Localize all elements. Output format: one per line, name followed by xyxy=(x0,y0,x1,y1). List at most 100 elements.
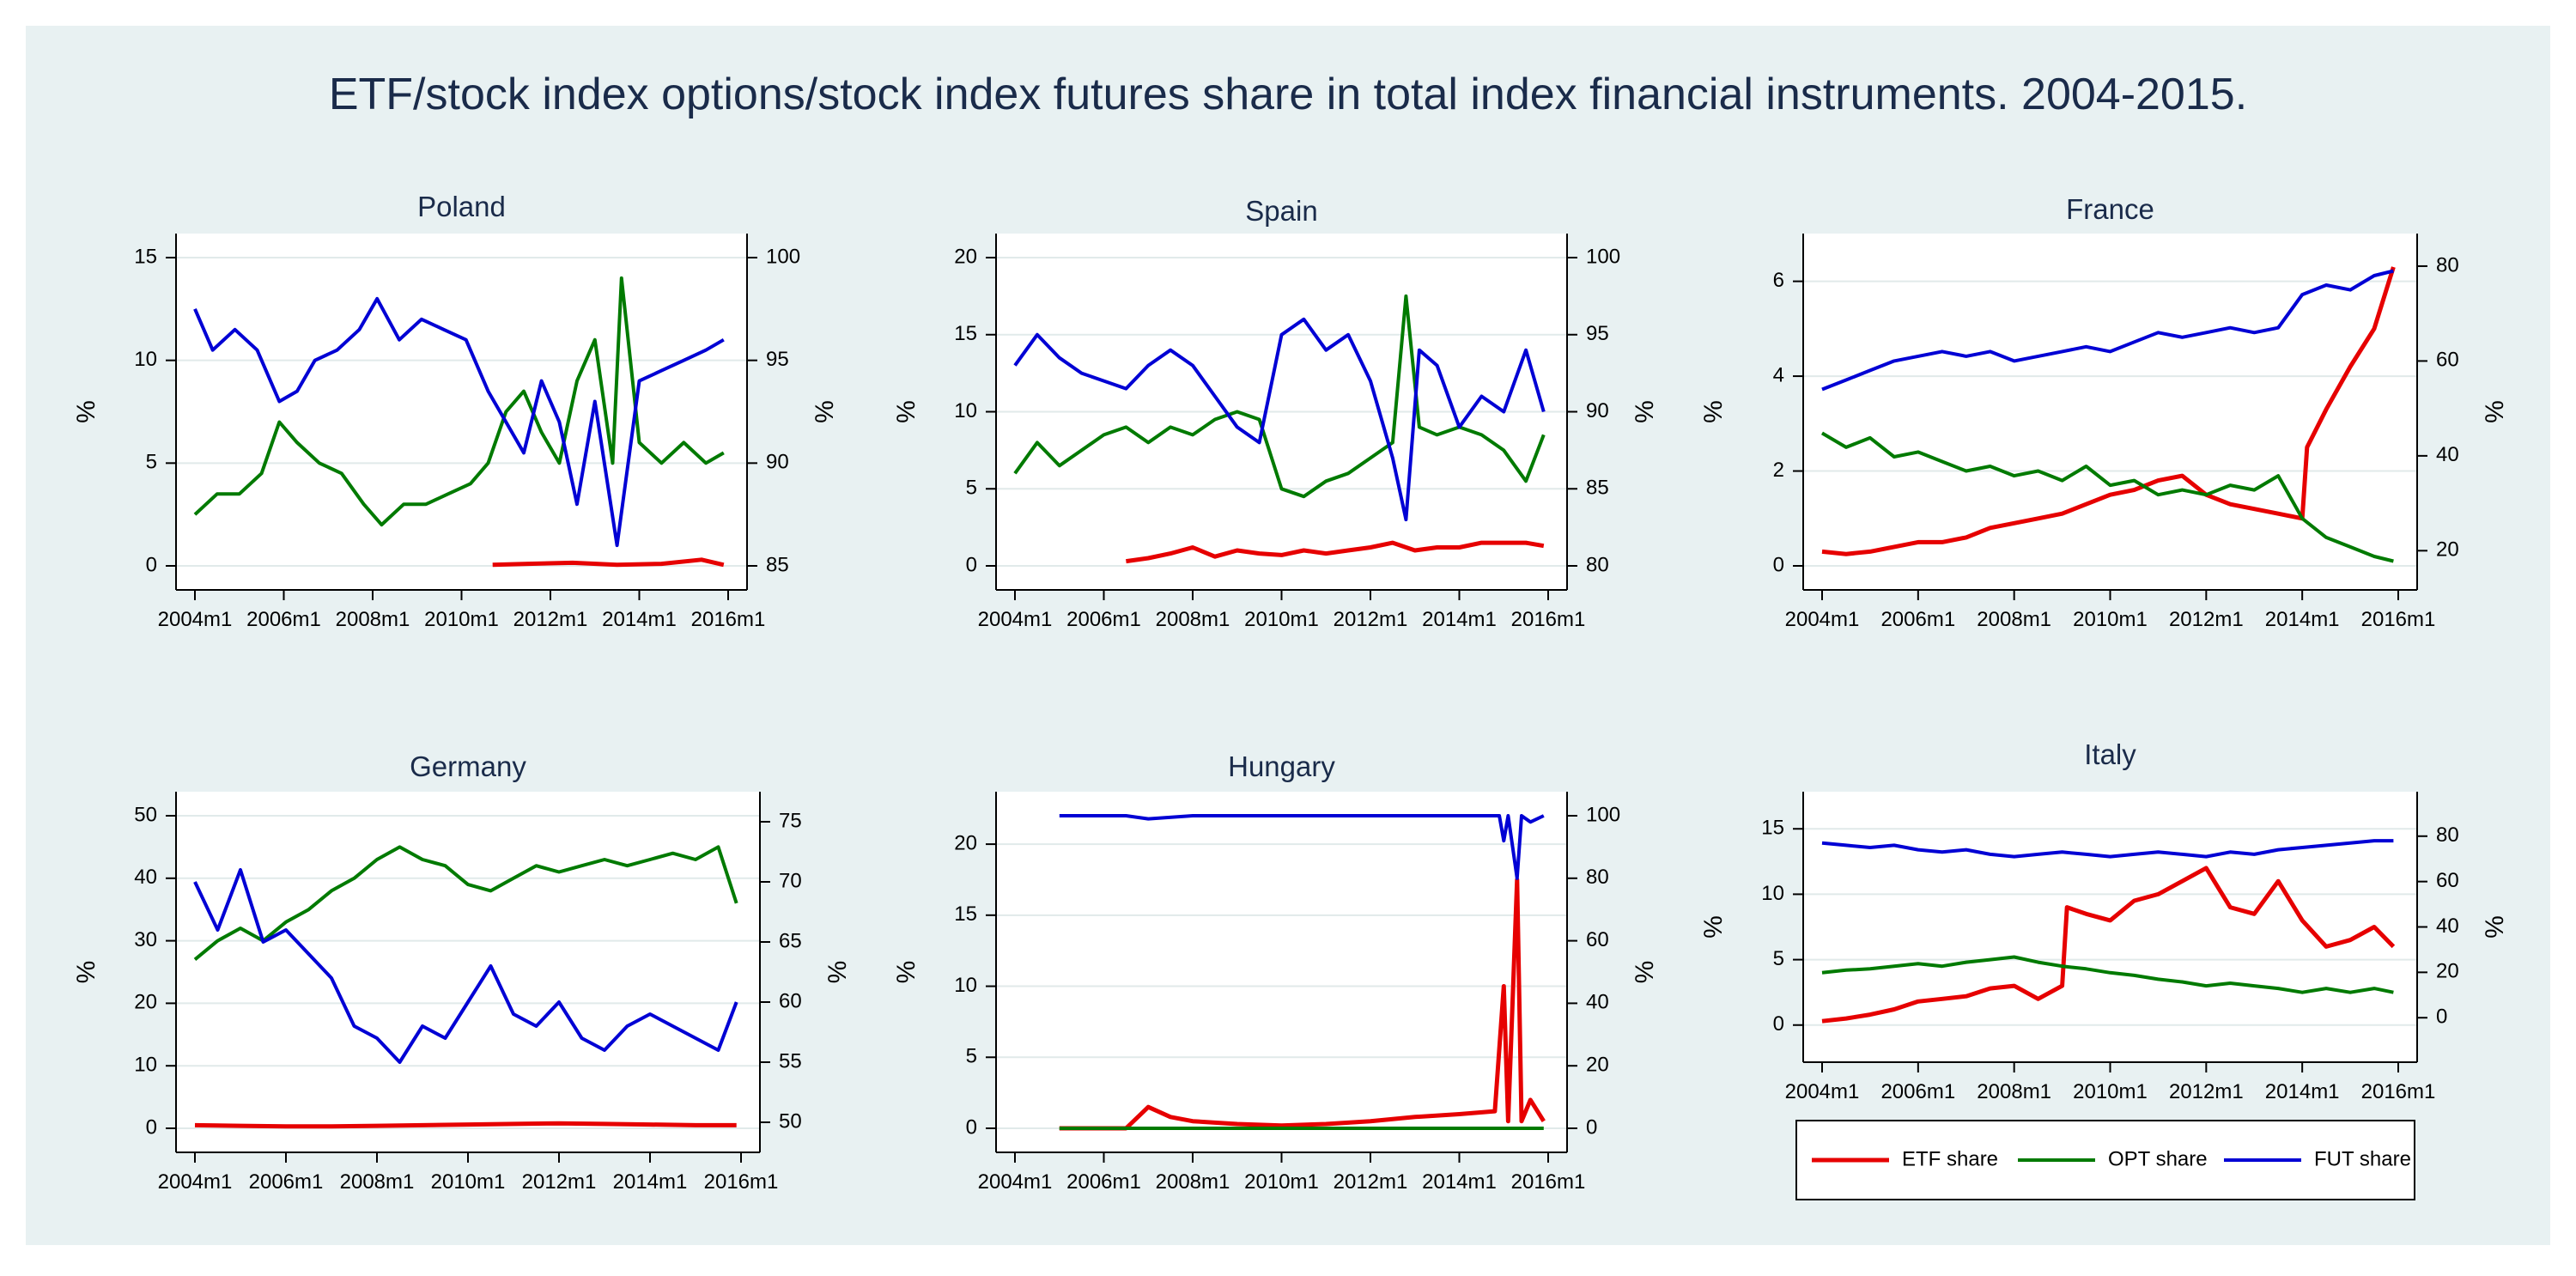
x-tick-label: 2004m1 xyxy=(978,608,1053,631)
x-tick-label: 2006m1 xyxy=(1066,608,1141,631)
y-left-tick-label: 50 xyxy=(134,803,157,826)
y-left-tick-label: 6 xyxy=(1773,269,1784,292)
panel-italy: Italy 0 5 10 15 0 20 40 60 80 2004m1 2006m1 2008m1 20… xyxy=(1699,738,2509,1103)
series-line-etf xyxy=(492,557,725,568)
x-tick-label: 2016m1 xyxy=(2361,608,2436,631)
y-right-tick-label: 40 xyxy=(2436,914,2459,938)
x-tick-label: 2010m1 xyxy=(1244,608,1319,631)
y-right-tick-label: 60 xyxy=(779,989,802,1012)
y-left-tick-label: 0 xyxy=(966,553,977,576)
y-right-tick-label: 100 xyxy=(1586,245,1620,268)
x-tick-label: 2006m1 xyxy=(246,608,321,631)
x-tick-label: 2016m1 xyxy=(2361,1080,2436,1103)
series-line-opt xyxy=(1821,955,2394,994)
y-right-label: % xyxy=(2481,915,2509,939)
y-left-label: % xyxy=(1699,915,1728,939)
y-left-tick-label: 0 xyxy=(1773,1012,1784,1036)
x-tick-label: 2010m1 xyxy=(424,608,499,631)
plot-area xyxy=(996,792,1567,1152)
legend-label-fut: FUT share xyxy=(2314,1147,2411,1170)
y-right-tick-label: 65 xyxy=(779,929,802,952)
y-right-tick-label: 60 xyxy=(2436,349,2459,372)
y-left-tick-label: 10 xyxy=(954,974,977,997)
y-right-tick-label: 90 xyxy=(766,451,789,474)
panel-title: Germany xyxy=(410,750,526,782)
y-left-tick-label: 30 xyxy=(134,928,157,951)
y-left-label: % xyxy=(892,961,920,984)
y-left-tick-label: 10 xyxy=(1761,882,1784,905)
y-left-tick-label: 5 xyxy=(1773,947,1784,970)
x-tick-label: 2010m1 xyxy=(2073,1080,2148,1103)
series-line-fut xyxy=(1821,839,2394,859)
x-tick-label: 2010m1 xyxy=(431,1170,506,1194)
y-right-tick-label: 20 xyxy=(2436,538,2459,562)
series-line-etf xyxy=(1821,866,2396,1024)
y-right-tick-label: 60 xyxy=(2436,869,2459,892)
x-tick-label: 2012m1 xyxy=(2169,1080,2244,1103)
y-left-tick-label: 5 xyxy=(966,1045,977,1068)
series-line-fut xyxy=(193,868,738,1064)
y-right-tick-label: 20 xyxy=(2436,960,2459,983)
y-right-tick-label: 90 xyxy=(1586,399,1609,422)
y-right-tick-label: 75 xyxy=(779,809,802,832)
y-left-tick-label: 0 xyxy=(146,1115,157,1139)
panel-poland: Poland 0 5 10 15 85 90 95 100 2004m1 2006m1 2008m1 2… xyxy=(72,191,839,631)
x-tick-label: 2016m1 xyxy=(691,608,766,631)
series-line-opt xyxy=(193,276,725,527)
y-left-tick-label: 5 xyxy=(146,451,157,474)
x-tick-label: 2014m1 xyxy=(613,1170,688,1194)
y-left-label: % xyxy=(892,400,920,423)
y-right-tick-label: 80 xyxy=(2436,823,2459,847)
panel-spain: Spain 0 5 10 15 20 80 85 90 95 100 2004m1 2006m1 2008… xyxy=(892,195,1659,631)
legend-label-etf: ETF share xyxy=(1902,1147,1998,1170)
x-tick-label: 2014m1 xyxy=(602,608,677,631)
series-line-opt xyxy=(1820,431,2394,563)
y-left-tick-label: 15 xyxy=(1761,817,1784,840)
x-tick-label: 2014m1 xyxy=(1422,1170,1497,1194)
panel-title: Spain xyxy=(1245,195,1317,227)
x-tick-label: 2008m1 xyxy=(1977,608,2051,631)
x-tick-label: 2004m1 xyxy=(158,1170,233,1194)
legend: ETF share OPT share FUT share xyxy=(1795,1120,2415,1200)
x-tick-label: 2010m1 xyxy=(2073,608,2148,631)
y-right-tick-label: 50 xyxy=(779,1109,802,1133)
y-left-label: % xyxy=(72,961,100,984)
y-right-tick-label: 0 xyxy=(1586,1115,1597,1139)
y-right-label: % xyxy=(1631,961,1659,984)
x-tick-label: 2008m1 xyxy=(1977,1080,2051,1103)
x-tick-label: 2008m1 xyxy=(340,1170,415,1194)
x-tick-label: 2016m1 xyxy=(704,1170,779,1194)
x-tick-label: 2006m1 xyxy=(1880,608,1955,631)
y-left-tick-label: 5 xyxy=(966,477,977,500)
panel-title: Italy xyxy=(2084,738,2136,770)
plot-area xyxy=(176,792,760,1152)
plot-area xyxy=(1803,792,2417,1062)
y-right-tick-label: 95 xyxy=(766,348,789,371)
y-left-tick-label: 20 xyxy=(954,831,977,854)
series-line-opt xyxy=(1013,294,1546,499)
x-tick-label: 2012m1 xyxy=(2169,608,2244,631)
y-right-label: % xyxy=(811,400,839,423)
x-tick-label: 2004m1 xyxy=(1785,608,1860,631)
plot-area xyxy=(176,234,747,590)
x-tick-label: 2004m1 xyxy=(158,608,233,631)
y-left-tick-label: 0 xyxy=(1773,553,1784,576)
x-tick-label: 2004m1 xyxy=(978,1170,1053,1194)
series-line-fut xyxy=(193,296,725,548)
y-left-tick-label: 20 xyxy=(134,991,157,1014)
y-right-tick-label: 80 xyxy=(1586,553,1609,576)
series-line-opt xyxy=(193,845,738,961)
series-line-fut xyxy=(1059,814,1545,880)
panel-title: France xyxy=(2066,193,2154,225)
panel-hungary: Hungary 0 5 10 15 20 0 20 40 60 80 100 2004m1 2006m1 2… xyxy=(892,750,1659,1194)
y-right-tick-label: 80 xyxy=(2436,253,2459,276)
y-right-tick-label: 80 xyxy=(1586,866,1609,889)
y-left-tick-label: 0 xyxy=(966,1115,977,1139)
y-right-tick-label: 55 xyxy=(779,1049,802,1072)
series-line-etf xyxy=(194,1121,737,1129)
y-right-tick-label: 95 xyxy=(1586,322,1609,345)
y-left-tick-label: 10 xyxy=(954,399,977,422)
y-right-tick-label: 20 xyxy=(1586,1054,1609,1077)
panel-germany: Germany 0 10 20 30 40 50 50 55 60 65 70 75 2004m1 2006… xyxy=(72,750,852,1194)
x-tick-label: 2014m1 xyxy=(2265,608,2340,631)
